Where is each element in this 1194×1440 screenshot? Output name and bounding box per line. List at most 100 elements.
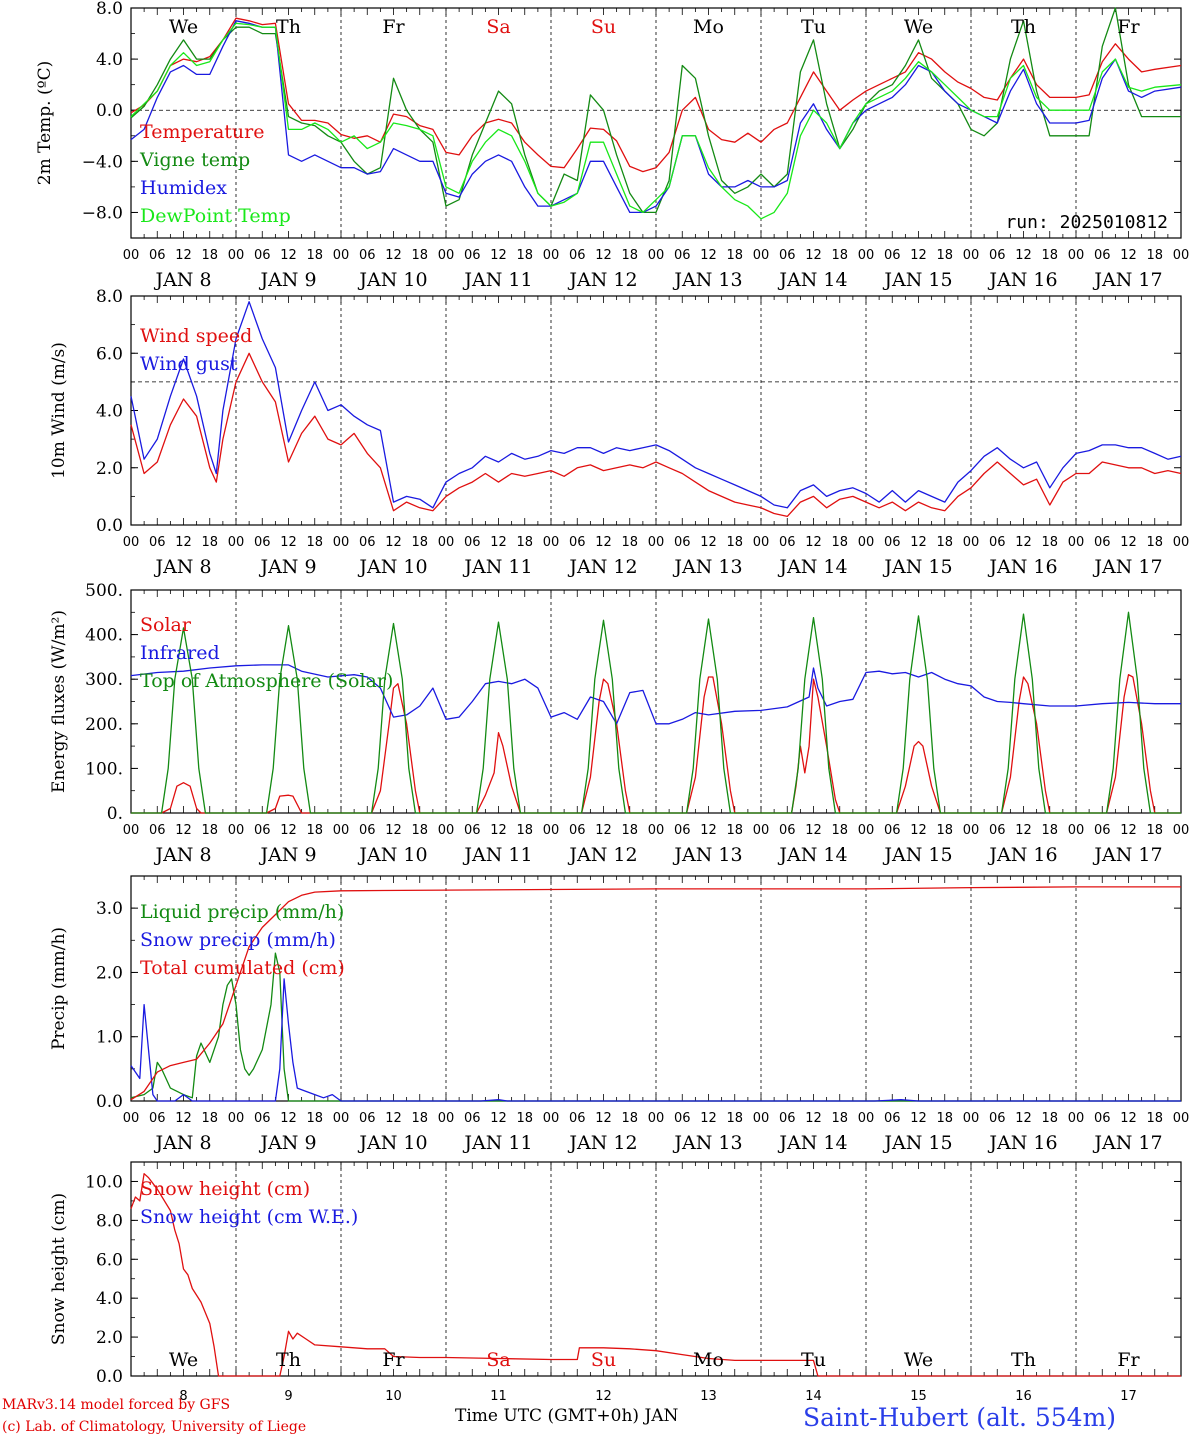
- hour-label: 18: [1041, 535, 1058, 550]
- hour-label: 12: [280, 1111, 297, 1126]
- hour-label: 00: [858, 1111, 875, 1126]
- hour-label: 12: [1120, 248, 1137, 263]
- hour-label: 12: [1120, 535, 1137, 550]
- hour-label: 06: [359, 248, 376, 263]
- hour-label: 18: [726, 535, 743, 550]
- hour-label: 18: [936, 535, 953, 550]
- y-axis-title: Precip (mm/h): [49, 927, 69, 1050]
- hour-label: 06: [674, 248, 691, 263]
- hour-label: 00: [963, 823, 980, 838]
- hour-label: 00: [333, 1111, 350, 1126]
- hour-label: 18: [411, 248, 428, 263]
- hour-label: 00: [438, 823, 455, 838]
- legend-entry: Total cumulated (cm): [140, 957, 345, 979]
- series-line-dewpoint-temp: [130, 22, 1182, 220]
- hour-label: 06: [359, 823, 376, 838]
- y-tick-label: −4.0: [82, 152, 123, 172]
- hour-label: 12: [175, 248, 192, 263]
- y-tick-label: 200.: [85, 715, 123, 735]
- weekday-label-bottom: Th: [1011, 1349, 1036, 1371]
- hour-label: 00: [648, 248, 665, 263]
- series-line-snow-height-cm-: [130, 1173, 1181, 1377]
- hour-label: 12: [700, 535, 717, 550]
- legend-entry: Wind gust: [140, 353, 238, 375]
- hour-label: 12: [175, 535, 192, 550]
- hour-label: 06: [779, 1111, 796, 1126]
- hour-label: 18: [1146, 248, 1163, 263]
- hour-label: 06: [464, 823, 481, 838]
- hour-label: 06: [779, 248, 796, 263]
- hour-label: 12: [1120, 823, 1137, 838]
- hour-label: 00: [648, 823, 665, 838]
- hour-label: 00: [1068, 823, 1085, 838]
- hour-label: 12: [280, 248, 297, 263]
- hour-label: 18: [936, 248, 953, 263]
- hour-label: 06: [989, 535, 1006, 550]
- hour-label: 18: [831, 823, 848, 838]
- day-number-label: 13: [700, 1389, 717, 1404]
- day-label: JAN 10: [357, 1132, 427, 1154]
- hour-label: 18: [726, 248, 743, 263]
- legend-entry: Infrared: [140, 642, 220, 664]
- hour-label: 00: [543, 535, 560, 550]
- day-label: JAN 11: [462, 1132, 532, 1154]
- hour-label: 06: [359, 535, 376, 550]
- hour-label: 12: [1120, 1111, 1137, 1126]
- hour-label: 12: [910, 1111, 927, 1126]
- hour-label: 00: [858, 823, 875, 838]
- y-tick-label: 1.0: [96, 1028, 123, 1048]
- day-label: JAN 8: [153, 269, 211, 291]
- hour-label: 06: [569, 823, 586, 838]
- hour-label: 12: [385, 823, 402, 838]
- day-label: JAN 12: [567, 269, 637, 291]
- hour-label: 06: [884, 535, 901, 550]
- hour-label: 00: [858, 248, 875, 263]
- station-title: Saint-Hubert (alt. 554m): [803, 1403, 1117, 1432]
- hour-label: 06: [254, 1111, 271, 1126]
- day-label: JAN 10: [357, 556, 427, 578]
- hour-label: 12: [595, 535, 612, 550]
- hour-label: 12: [805, 248, 822, 263]
- hour-label: 18: [621, 823, 638, 838]
- hour-label: 06: [569, 248, 586, 263]
- hour-label: 00: [648, 1111, 665, 1126]
- hour-label: 18: [201, 1111, 218, 1126]
- y-axis-title: Energy fluxes (W/m²): [49, 610, 69, 793]
- weekday-label-top: Th: [276, 16, 301, 38]
- y-tick-label: 100.: [85, 759, 123, 779]
- day-label: JAN 14: [777, 1132, 847, 1154]
- hour-label: 00: [753, 1111, 770, 1126]
- day-label: JAN 15: [882, 556, 952, 578]
- hour-label: 00: [228, 248, 245, 263]
- hour-label: 18: [1146, 535, 1163, 550]
- hour-label: 00: [333, 535, 350, 550]
- hour-label: 06: [674, 535, 691, 550]
- hour-label: 06: [464, 248, 481, 263]
- day-label: JAN 13: [672, 269, 742, 291]
- weekday-label-bottom: Tu: [801, 1349, 826, 1371]
- y-axis-title: 2m Temp. (ºC): [35, 61, 55, 186]
- lab-credit-line: (c) Lab. of Climatology, University of L…: [2, 1419, 307, 1435]
- hour-label: 00: [963, 1111, 980, 1126]
- day-label: JAN 15: [882, 269, 952, 291]
- hour-label: 06: [1094, 823, 1111, 838]
- hour-label: 00: [753, 823, 770, 838]
- hour-label: 00: [1173, 823, 1190, 838]
- hour-label: 00: [648, 535, 665, 550]
- hour-label: 18: [516, 248, 533, 263]
- y-tick-label: 10.0: [85, 1172, 123, 1192]
- day-label: JAN 11: [462, 844, 532, 866]
- hour-label: 18: [201, 535, 218, 550]
- model-credit-line: MARv3.14 model forced by GFS: [2, 1397, 231, 1413]
- legend-entry: Temperature: [140, 121, 264, 143]
- series-line-infrared: [130, 664, 1181, 725]
- series-line-solar: [131, 674, 1181, 814]
- hour-label: 18: [516, 1111, 533, 1126]
- day-label: JAN 9: [258, 1132, 316, 1154]
- weekday-label-bottom: We: [169, 1349, 198, 1371]
- weekday-label-top: Mo: [693, 16, 724, 38]
- day-label: JAN 10: [357, 269, 427, 291]
- time-axis-title: Time UTC (GMT+0h) JAN: [455, 1406, 679, 1426]
- day-number-label: 15: [910, 1389, 927, 1404]
- hour-label: 18: [831, 248, 848, 263]
